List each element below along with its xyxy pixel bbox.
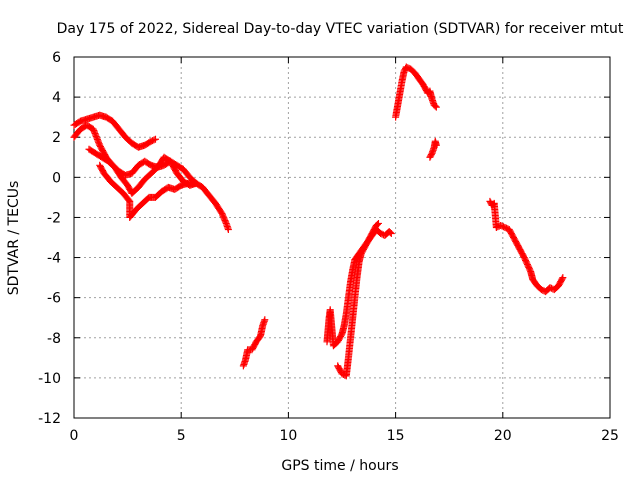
data-point	[224, 225, 232, 233]
y-tick-label: -4	[47, 251, 61, 267]
y-tick-label: -2	[47, 210, 61, 226]
data-point	[431, 102, 439, 110]
series-arc-4	[96, 161, 198, 221]
y-tick-label: 4	[52, 90, 61, 106]
x-tick-label: 15	[387, 428, 405, 444]
plot-frame	[73, 56, 611, 419]
axis-ticks	[73, 56, 611, 419]
y-tick-label: -8	[47, 331, 61, 347]
grid-lines	[74, 57, 610, 418]
y-tick-label: -6	[47, 291, 61, 307]
series-arc-6	[323, 225, 395, 350]
data-point	[432, 103, 440, 111]
data-point	[151, 135, 159, 143]
series-arc-1	[70, 111, 159, 151]
series-arc-3	[85, 145, 232, 233]
x-axis-label: GPS time / hours	[281, 458, 398, 474]
x-tick-label: 20	[494, 428, 512, 444]
data-point	[373, 220, 381, 228]
x-tick-label: 25	[601, 428, 619, 444]
data-point	[387, 229, 395, 237]
x-tick-label: 10	[279, 428, 297, 444]
data-point	[432, 141, 440, 149]
y-axis-label: SDTVAR / TECUs	[6, 181, 22, 296]
data-point	[261, 316, 269, 324]
data-point	[374, 219, 382, 227]
series-arc-8	[392, 63, 440, 121]
y-tick-label: 0	[52, 170, 61, 186]
series-arc-9	[426, 137, 440, 161]
data-point	[558, 275, 566, 283]
y-tick-label: -10	[38, 371, 61, 387]
series-arc-5	[239, 316, 269, 370]
y-tick-label: 6	[52, 50, 61, 66]
y-tick-label: 2	[52, 130, 61, 146]
data-point	[386, 228, 394, 236]
data-point	[150, 136, 158, 144]
x-tick-label: 5	[177, 428, 186, 444]
data-point	[559, 274, 567, 282]
chart-title: Day 175 of 2022, Sidereal Day-to-day VTE…	[57, 21, 624, 37]
data-points	[70, 63, 567, 380]
data-point	[190, 179, 198, 187]
y-tick-label: -12	[38, 411, 61, 427]
series-arc-7	[334, 219, 382, 380]
x-tick-label: 0	[70, 428, 79, 444]
data-point	[222, 218, 230, 226]
series-arc-10	[486, 197, 567, 296]
